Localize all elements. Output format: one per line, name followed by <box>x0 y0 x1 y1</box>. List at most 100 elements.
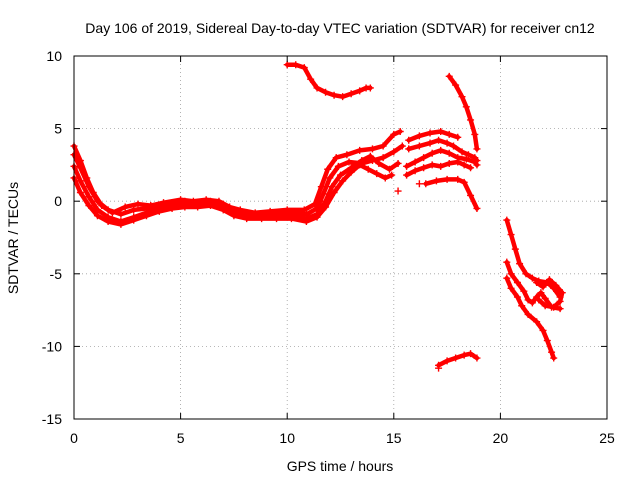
data-point <box>85 193 93 201</box>
data-point <box>300 64 308 72</box>
data-point <box>93 197 101 205</box>
series-track-13 <box>504 217 563 300</box>
data-point <box>449 142 457 150</box>
data-point <box>373 170 381 178</box>
data-point <box>322 203 330 211</box>
x-tick-label: 20 <box>493 430 509 446</box>
data-point <box>548 348 556 356</box>
data-point <box>324 165 332 173</box>
data-point <box>403 162 411 170</box>
data-point <box>552 281 560 289</box>
data-point <box>507 284 515 292</box>
data-point <box>411 167 419 175</box>
y-tick-label: -15 <box>42 411 62 427</box>
data-point <box>428 161 436 169</box>
data-point <box>121 203 129 211</box>
data-point <box>405 145 413 153</box>
isolated-point <box>435 364 443 372</box>
data-point <box>398 142 406 150</box>
series-track-7 <box>406 137 480 163</box>
data-point <box>524 296 532 304</box>
data-point <box>518 302 526 310</box>
data-point <box>533 279 541 287</box>
data-point <box>452 81 460 89</box>
data-point <box>364 165 372 173</box>
data-point <box>556 297 564 305</box>
data-point <box>556 305 564 313</box>
data-point <box>541 294 549 302</box>
y-tick-label: 10 <box>46 48 62 64</box>
data-point <box>467 191 475 199</box>
data-point <box>537 289 545 297</box>
x-tick-label: 15 <box>386 430 402 446</box>
data-point <box>524 310 532 318</box>
data-point <box>467 164 475 172</box>
data-point <box>243 215 251 223</box>
x-tick-label: 0 <box>70 430 78 446</box>
data-point <box>543 337 551 345</box>
series-track-8 <box>404 148 480 169</box>
data-point <box>356 161 364 169</box>
data-point <box>339 177 347 185</box>
data-point <box>473 161 481 169</box>
data-point <box>219 206 227 214</box>
data-point <box>117 220 125 228</box>
chart-title: Day 106 of 2019, Sidereal Day-to-day VTE… <box>85 20 595 36</box>
data-point <box>390 148 398 156</box>
isolated-point <box>394 187 402 195</box>
plot-frame <box>73 55 608 420</box>
data-point <box>287 215 295 223</box>
data-point <box>381 174 389 182</box>
x-tick-label: 5 <box>177 430 185 446</box>
data-point <box>292 61 300 69</box>
y-tick-label: 5 <box>54 121 62 137</box>
data-point <box>347 168 355 176</box>
data-point <box>473 204 481 212</box>
data-point <box>528 274 536 282</box>
data-point <box>443 175 451 183</box>
data-point <box>366 84 374 92</box>
data-point <box>379 142 387 150</box>
data-point <box>426 139 434 147</box>
data-point <box>273 215 281 223</box>
data-point <box>366 152 374 160</box>
data-point <box>513 293 521 301</box>
plot-area <box>70 61 566 372</box>
data-point <box>420 154 428 162</box>
data-point <box>460 351 468 359</box>
y-axis-label: SDTVAR / TECUs <box>5 182 21 294</box>
data-point <box>134 200 142 208</box>
data-point <box>194 203 202 211</box>
data-point <box>313 213 321 221</box>
data-point <box>507 231 515 239</box>
data-point <box>539 283 547 291</box>
data-point <box>467 116 475 124</box>
data-point <box>358 157 366 165</box>
data-point <box>539 326 547 334</box>
data-point <box>471 130 479 138</box>
data-point <box>332 154 340 162</box>
data-point <box>458 93 466 101</box>
data-point <box>319 190 327 198</box>
data-point <box>326 174 334 182</box>
data-point <box>313 84 321 92</box>
data-point <box>375 159 383 167</box>
data-point <box>428 149 436 157</box>
data-point <box>462 155 470 163</box>
data-point <box>339 93 347 101</box>
x-axis: 0 5 10 15 20 25 <box>70 56 615 446</box>
series-track-10 <box>423 177 480 211</box>
x-tick-label: 25 <box>599 430 615 446</box>
data-point <box>93 212 101 220</box>
y-tick-label: -5 <box>50 266 63 282</box>
data-point <box>258 215 266 223</box>
data-point <box>454 175 462 183</box>
data-point <box>550 303 558 311</box>
data-point <box>503 258 511 266</box>
data-point <box>411 158 419 166</box>
data-point <box>155 207 163 215</box>
data-point <box>513 279 521 287</box>
data-point <box>388 171 396 179</box>
data-point <box>85 183 93 191</box>
